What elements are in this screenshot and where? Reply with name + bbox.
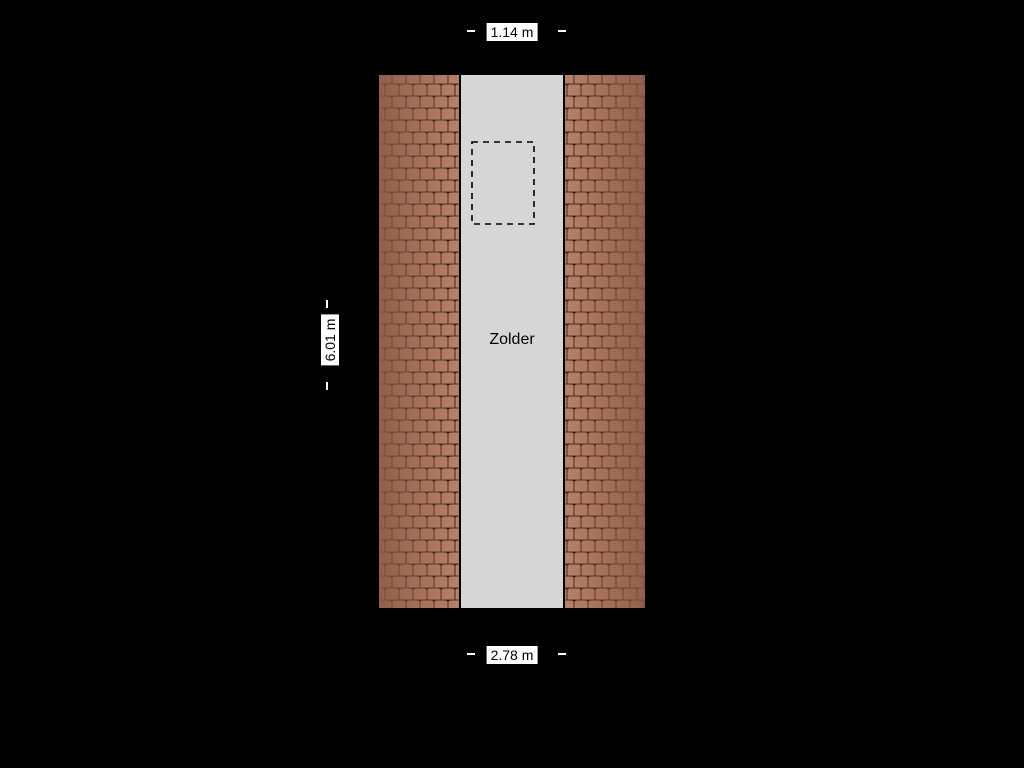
floorplan-canvas: 1.14 m 2.78 m 6.01 m Zolder [0,0,1024,768]
tick-bot-right [558,653,566,655]
room-label: Zolder [489,331,534,349]
dim-bottom-label: 2.78 m [487,646,538,664]
tick-top-left [467,30,475,32]
tick-bot-left [467,653,475,655]
tick-top-right [558,30,566,32]
dim-left-label: 6.01 m [321,315,339,366]
dim-top-label: 1.14 m [487,23,538,41]
tick-left-top [326,300,328,308]
tick-left-bot [326,382,328,390]
